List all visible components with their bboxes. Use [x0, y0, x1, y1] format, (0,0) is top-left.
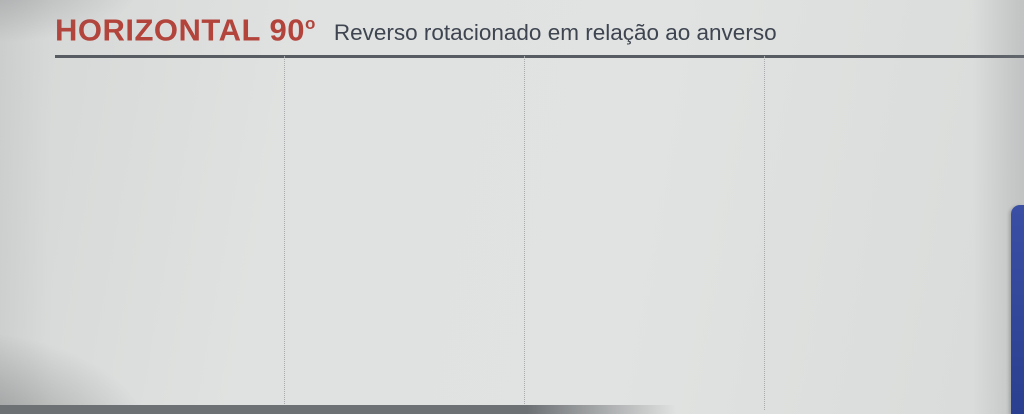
list-item: 2013 (à dir.)........70 — [536, 216, 762, 248]
list-item: 2016 (à esq.).......70 — [776, 88, 1006, 120]
page-title-text: HORIZONTAL 90 — [55, 12, 305, 48]
list-item: 2015 (à dir.)........65 — [536, 344, 762, 376]
list-item: 1999 (à esq.)....150 — [54, 120, 282, 152]
list-item: 2008 (à esq.)......65 — [296, 280, 522, 312]
list-item: 2018 (à esq.)......65 — [776, 184, 1006, 216]
list-item: 2019 (à esq.)......70 — [776, 248, 1006, 280]
page-title: HORIZONTAL 90o — [55, 4, 316, 50]
list-item: 2011 (à dir.)........70 — [536, 88, 762, 120]
list-item: 2001 (à dir.)........65 — [54, 152, 282, 184]
list-item: 2010 (à esq.)......65 — [536, 56, 762, 88]
list-item: 2005 (à esq.)......65 — [296, 88, 522, 120]
list-item: 2008 (à dir.)........60 — [296, 248, 522, 280]
list-item: 2002 (à dir.)........60 — [54, 216, 282, 248]
list-item: 2004 (à esq.).....70 — [54, 376, 282, 408]
list-item: 2014 (à esq.)......65 — [536, 312, 762, 344]
list-item: 2003 (à esq.)......70 — [54, 312, 282, 344]
list-item: 1998 (à dir.)........70 — [54, 56, 282, 88]
list-item: 2013 (à esq.)......60 — [536, 248, 762, 280]
degree-symbol: o — [304, 14, 316, 33]
list-item: 2007 (à esq.)......60 — [296, 216, 522, 248]
page-subtitle: Reverso rotacionado em relação ao anvers… — [333, 20, 777, 46]
header: HORIZONTAL 90o Reverso rotacionado em re… — [55, 4, 1024, 59]
list-item: 2011 (à esq.)......70 — [536, 120, 762, 152]
list-item: 2003 (à dir.)........60 — [54, 280, 282, 312]
list-item: 2022 (à dir.)........80 — [776, 344, 1006, 376]
price-column: 2005 (à dir.)........60 2005 (à esq.)...… — [283, 56, 524, 410]
price-columns: 1998 (à dir.)........70 1998 (à esq.)...… — [54, 56, 1008, 410]
list-item: 2001(à esq.).......65 — [54, 184, 282, 216]
price-column: 2010 (à esq.)......65 2011 (à dir.).....… — [523, 56, 764, 410]
list-item: 2014 (à dir.)........60 — [536, 280, 762, 312]
list-item: 2005 (à dir.)........60 — [296, 56, 522, 88]
list-item: 2004 (à dir.)........70 — [54, 344, 282, 376]
list-item: 2010 (à dir.)........65 — [296, 376, 522, 408]
list-item: 2020 (à esq.)......70 — [776, 312, 1006, 344]
list-item: 2007 (à dir.)........65 — [296, 184, 522, 216]
list-item: 2006(à esq.).......65 — [296, 152, 522, 184]
list-item: 2009 (à esq.)......70 — [296, 344, 522, 376]
price-column: 2016 (à dir.)........70 2016 (à esq.)...… — [763, 56, 1008, 410]
price-column: 1998 (à dir.)........70 1998 (à esq.)...… — [54, 56, 284, 410]
list-item: 2016 (à dir.)........70 — [776, 56, 1006, 88]
list-item: 2009 (à dir.)........75 — [296, 312, 522, 344]
list-item: 2006 (à dir.)........65 — [296, 120, 522, 152]
list-item: 2002 (à esq.)......65 — [54, 248, 282, 280]
list-item: 2012 (à esq.)......70 — [536, 184, 762, 216]
list-item: 2019 (à dir.).......65 — [776, 216, 1006, 248]
list-item: 2012 (à dir.)........70 — [536, 152, 762, 184]
list-item: 2017 (à dir.)........65 — [776, 120, 1006, 152]
list-item: 2018 (à dir.).......70 — [776, 152, 1006, 184]
book-edge — [1011, 205, 1024, 414]
list-item: 1998 (à esq.)......75 — [54, 88, 282, 120]
list-item: 2020 (à dir.)........65 — [776, 280, 1006, 312]
